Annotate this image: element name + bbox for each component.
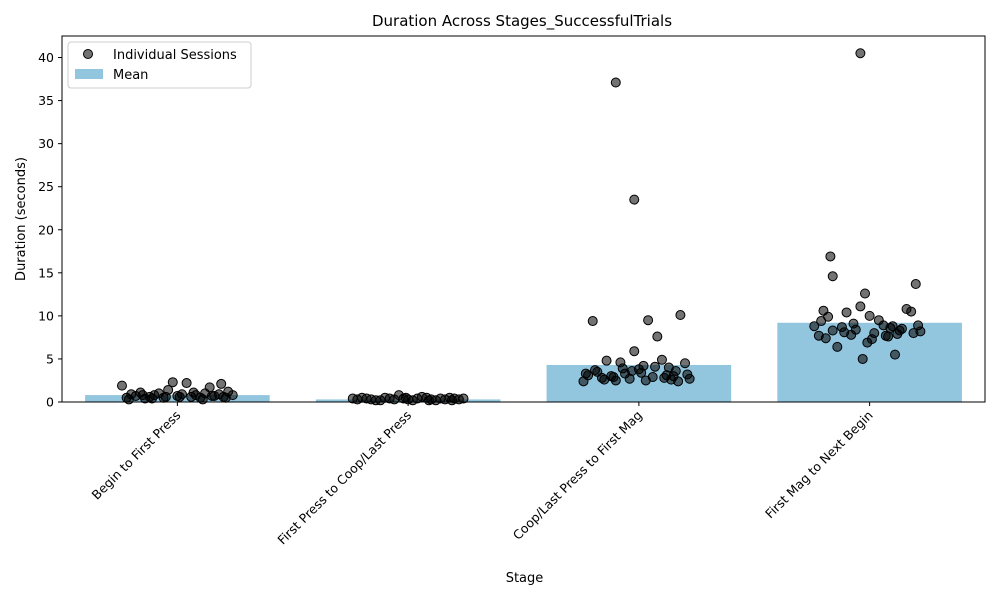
session-point xyxy=(587,316,598,327)
session-point xyxy=(167,377,178,388)
session-point xyxy=(825,251,836,262)
session-point xyxy=(640,375,651,386)
session-point xyxy=(206,390,217,401)
y-tick-label: 10 xyxy=(38,308,54,323)
session-point xyxy=(682,369,693,380)
session-point xyxy=(636,367,647,378)
session-point xyxy=(116,380,127,391)
x-tick-label: First Mag to Next Begin xyxy=(762,408,876,522)
session-point xyxy=(599,374,610,385)
session-point xyxy=(629,346,640,357)
session-point xyxy=(680,358,691,369)
session-point xyxy=(610,77,621,88)
session-point xyxy=(446,395,457,406)
x-axis-title: Stage xyxy=(506,571,544,586)
y-tick-label: 0 xyxy=(46,395,54,410)
session-point xyxy=(910,279,921,290)
session-point xyxy=(146,393,157,404)
session-point xyxy=(809,321,820,332)
session-point xyxy=(608,372,619,383)
session-point xyxy=(580,368,591,379)
session-point xyxy=(137,390,148,401)
session-point xyxy=(601,355,612,366)
session-point xyxy=(356,392,367,403)
legend-swatch-mean xyxy=(75,69,103,79)
legend-label-sessions: Individual Sessions xyxy=(113,48,237,63)
session-point xyxy=(675,310,686,321)
plot-frame xyxy=(61,35,986,403)
legend: Individual Sessions Mean xyxy=(67,41,252,89)
session-point xyxy=(204,382,215,393)
session-point xyxy=(673,376,684,387)
session-point xyxy=(906,306,917,317)
session-point xyxy=(857,353,868,364)
session-point xyxy=(384,393,395,404)
session-point xyxy=(860,288,871,299)
session-point xyxy=(220,392,231,403)
session-point xyxy=(160,391,171,402)
session-point xyxy=(820,333,831,344)
session-point xyxy=(855,301,866,312)
session-point xyxy=(617,363,628,374)
session-point xyxy=(347,393,358,404)
session-point xyxy=(848,318,859,329)
session-point xyxy=(880,330,891,341)
chart-title: Duration Across Stages_SuccessfulTrials xyxy=(372,12,672,31)
session-point xyxy=(400,392,411,403)
session-point xyxy=(827,325,838,336)
session-point xyxy=(188,387,199,398)
session-point xyxy=(652,331,663,342)
session-point xyxy=(643,315,654,326)
session-point xyxy=(816,316,827,327)
session-point xyxy=(458,393,469,404)
session-point xyxy=(839,327,850,338)
session-point xyxy=(174,391,185,402)
y-axis-title: Duration (seconds) xyxy=(14,157,29,281)
mean-bars xyxy=(85,322,962,402)
y-axis: 0 5 10 15 20 25 30 35 40 xyxy=(38,50,62,410)
session-point xyxy=(890,349,901,360)
x-axis: Begin to First Press First Press to Coop/… xyxy=(89,402,876,547)
legend-box xyxy=(67,41,252,89)
y-tick-label: 15 xyxy=(38,265,54,280)
x-tick-label: Coop/Last Press to First Mag xyxy=(510,408,645,543)
y-tick-label: 5 xyxy=(46,351,54,366)
session-point xyxy=(375,395,386,406)
session-point xyxy=(123,394,134,405)
session-points xyxy=(116,48,926,406)
session-point xyxy=(181,378,192,389)
session-point xyxy=(894,325,905,336)
session-point xyxy=(656,354,667,365)
session-point xyxy=(366,394,377,405)
session-point xyxy=(590,365,601,376)
session-point xyxy=(885,322,896,333)
session-point xyxy=(908,328,919,339)
y-tick-label: 35 xyxy=(38,93,54,108)
y-tick-label: 40 xyxy=(38,50,54,65)
x-tick-label: Begin to First Press xyxy=(89,408,184,503)
x-tick-label: First Press to Coop/Last Press xyxy=(274,408,414,548)
session-point xyxy=(855,48,866,59)
legend-label-mean: Mean xyxy=(113,68,148,83)
session-point xyxy=(423,395,434,406)
session-point xyxy=(864,310,875,321)
legend-marker-sessions xyxy=(83,49,93,59)
session-point xyxy=(197,394,208,405)
session-point xyxy=(841,307,852,318)
session-point xyxy=(832,341,843,352)
session-point xyxy=(626,365,637,376)
y-tick-label: 25 xyxy=(38,179,54,194)
session-point xyxy=(629,194,640,205)
session-point xyxy=(663,362,674,373)
session-point xyxy=(216,378,227,389)
session-point xyxy=(650,361,661,372)
session-point xyxy=(862,337,873,348)
session-point xyxy=(913,320,924,331)
y-tick-label: 20 xyxy=(38,222,54,237)
y-tick-label: 30 xyxy=(38,136,54,151)
session-point xyxy=(827,271,838,282)
session-point xyxy=(659,372,670,383)
